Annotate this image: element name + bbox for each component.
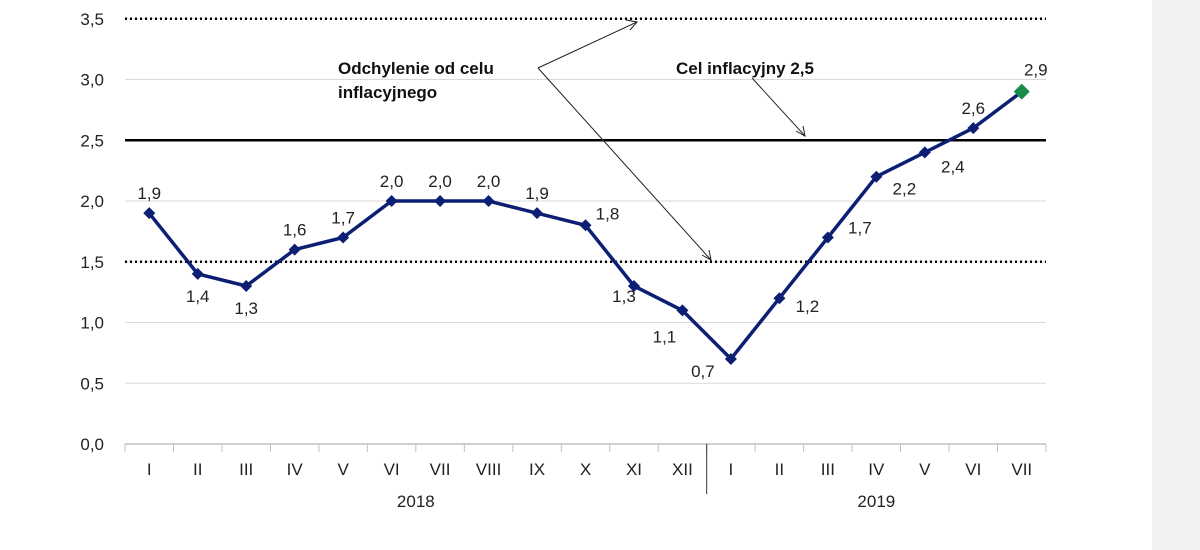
x-tick-label-8: IX bbox=[529, 460, 545, 479]
x-tick-label-4: V bbox=[337, 460, 349, 479]
x-tick-label-18: VII bbox=[1011, 460, 1032, 479]
data-label-4: 1,7 bbox=[331, 208, 355, 227]
data-label-8: 1,9 bbox=[525, 184, 549, 203]
data-point-13 bbox=[773, 292, 786, 305]
x-tick-label-5: VI bbox=[384, 460, 400, 479]
annotation-arrows bbox=[537, 19, 806, 261]
annotations: Odchylenie od celu inflacyjnego Cel infl… bbox=[338, 19, 814, 261]
data-label-10: 1,3 bbox=[612, 287, 636, 306]
x-tick-label-6: VII bbox=[430, 460, 451, 479]
y-tick-label-4: 2,0 bbox=[80, 192, 104, 211]
data-label-12: 0,7 bbox=[691, 362, 715, 381]
x-tick-label-14: III bbox=[821, 460, 835, 479]
x-tick-label-9: X bbox=[580, 460, 591, 479]
data-point-7 bbox=[482, 195, 495, 207]
data-label-14: 1,7 bbox=[848, 218, 872, 237]
data-point-2 bbox=[240, 280, 253, 293]
data-point-12 bbox=[724, 352, 737, 365]
reference-lines bbox=[125, 17, 1046, 263]
y-tick-label-6: 3,0 bbox=[80, 71, 104, 90]
side-panel bbox=[1152, 0, 1200, 550]
data-point-11 bbox=[676, 304, 689, 317]
data-point-0 bbox=[143, 207, 156, 220]
x-tick-label-3: IV bbox=[287, 460, 304, 479]
y-tick-label-2: 1,0 bbox=[80, 314, 104, 333]
data-labels: 1,9 1,4 1,3 1,6 1,7 2,0 2,0 2,0 1,9 1,8 1,3 1,1 0,7 1… bbox=[137, 61, 1047, 381]
x-tick-label-7: VIII bbox=[476, 460, 502, 479]
y-tick-label-7: 3,5 bbox=[80, 10, 104, 29]
x-tick-label-12: I bbox=[729, 460, 734, 479]
x-tick-label-11: XII bbox=[672, 460, 693, 479]
x-tick-label-1: II bbox=[193, 460, 202, 479]
data-label-17: 2,6 bbox=[961, 99, 985, 118]
x-tick-label-17: VI bbox=[965, 460, 981, 479]
data-point-15 bbox=[870, 170, 883, 183]
year-label-2018: 2018 bbox=[397, 492, 435, 511]
y-tick-label-5: 2,5 bbox=[80, 131, 104, 150]
data-label-15: 2,2 bbox=[893, 180, 917, 199]
data-label-16: 2,4 bbox=[941, 157, 965, 176]
deviation-annotation-line2: inflacyjnego bbox=[338, 83, 437, 102]
data-label-0: 1,9 bbox=[137, 184, 161, 203]
data-label-5: 2,0 bbox=[380, 172, 404, 191]
data-point-17 bbox=[967, 122, 980, 135]
x-axis-ticks: I II III IV V VI VII VIII IX X XI XII I II III IV V VI VII bbox=[147, 460, 1032, 479]
data-label-3: 1,6 bbox=[283, 221, 307, 240]
data-label-9: 1,8 bbox=[596, 204, 620, 223]
year-label-2019: 2019 bbox=[857, 492, 895, 511]
arrow-to-upper-band-head bbox=[625, 19, 638, 31]
arrow-to-lower-band bbox=[537, 67, 712, 261]
data-point-5 bbox=[385, 195, 398, 207]
deviation-annotation-line1: Odchylenie od celu bbox=[338, 59, 494, 78]
y-axis-ticks: 0,0 0,5 1,0 1,5 2,0 2,5 3,0 3,5 bbox=[80, 10, 104, 454]
data-point-6 bbox=[434, 195, 447, 207]
data-point-3 bbox=[288, 243, 301, 256]
x-tick-label-16: V bbox=[919, 460, 931, 479]
data-point-4 bbox=[337, 231, 350, 244]
data-point-14 bbox=[821, 231, 834, 244]
x-tick-label-10: XI bbox=[626, 460, 642, 479]
arrow-to-target bbox=[751, 77, 806, 137]
x-tick-label-15: IV bbox=[868, 460, 885, 479]
data-label-11: 1,1 bbox=[653, 327, 677, 346]
data-label-13: 1,2 bbox=[796, 297, 820, 316]
arrow-to-target-head bbox=[795, 125, 806, 137]
data-points bbox=[143, 83, 1030, 365]
y-tick-label-1: 0,5 bbox=[80, 374, 104, 393]
data-point-1 bbox=[191, 267, 204, 280]
data-point-8 bbox=[531, 207, 544, 220]
target-annotation: Cel inflacyjny 2,5 bbox=[676, 59, 814, 78]
arrow-to-upper-band bbox=[537, 21, 638, 69]
x-tick-label-0: I bbox=[147, 460, 152, 479]
data-point-9 bbox=[579, 219, 592, 232]
data-label-1: 1,4 bbox=[186, 287, 210, 306]
year-labels: 2018 2019 bbox=[397, 492, 895, 511]
data-label-2: 1,3 bbox=[234, 299, 258, 318]
data-label-18: 2,9 bbox=[1024, 61, 1048, 80]
data-point-16 bbox=[918, 146, 931, 159]
gridlines bbox=[125, 18, 1046, 384]
axes bbox=[124, 443, 1047, 494]
arrow-to-lower-band-head bbox=[701, 249, 712, 261]
x-tick-label-13: II bbox=[775, 460, 784, 479]
data-label-7: 2,0 bbox=[477, 172, 501, 191]
y-tick-label-3: 1,5 bbox=[80, 253, 104, 272]
data-point-10 bbox=[627, 280, 640, 293]
data-label-6: 2,0 bbox=[428, 172, 452, 191]
x-tick-label-2: III bbox=[239, 460, 253, 479]
data-point-18 bbox=[1013, 83, 1030, 100]
y-tick-label-0: 0,0 bbox=[80, 435, 104, 454]
